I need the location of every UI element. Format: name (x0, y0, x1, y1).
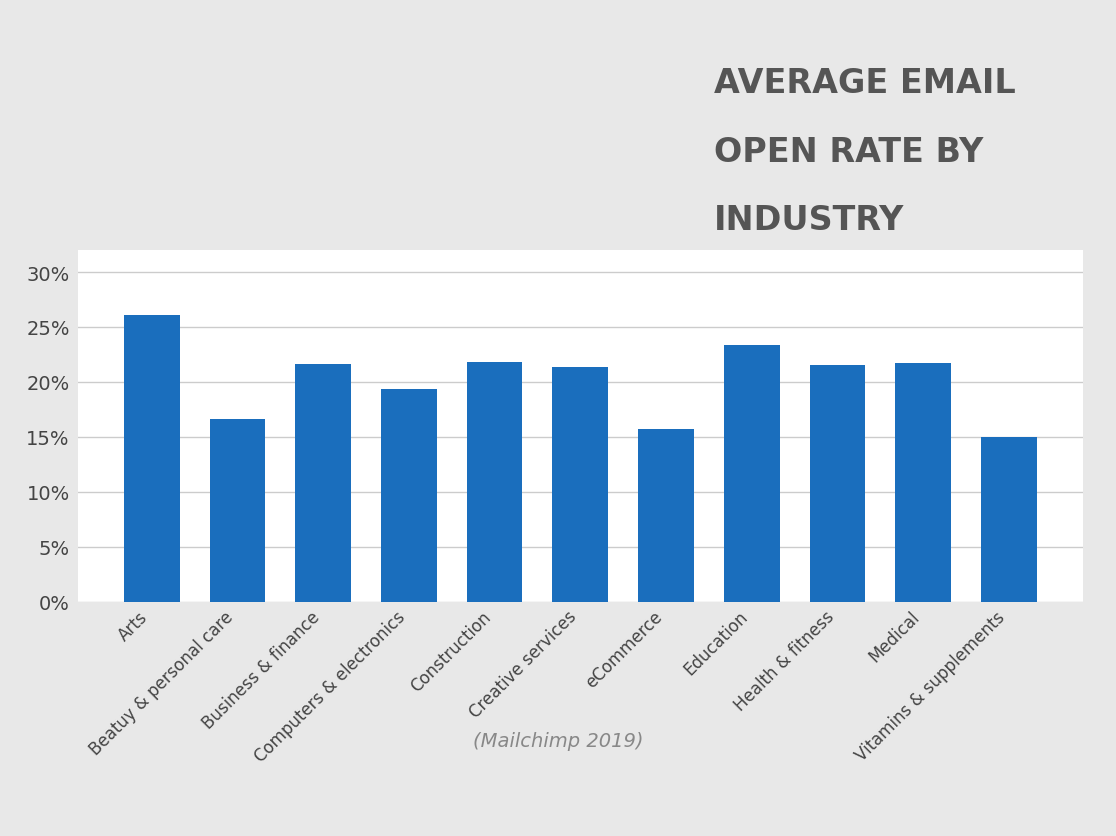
Bar (296, 365, 350, 602)
Bar (895, 364, 951, 602)
Bar (124, 315, 180, 602)
Bar (466, 363, 522, 602)
Bar (210, 420, 266, 602)
Text: INDUSTRY: INDUSTRY (714, 204, 905, 237)
Text: (Mailchimp 2019): (Mailchimp 2019) (473, 732, 643, 751)
Bar (981, 437, 1037, 602)
Bar (638, 430, 694, 602)
Bar (552, 367, 608, 602)
Bar (724, 345, 780, 602)
Bar (381, 389, 436, 602)
Text: AVERAGE EMAIL: AVERAGE EMAIL (714, 67, 1016, 99)
Text: OPEN RATE BY: OPEN RATE BY (714, 135, 983, 168)
Bar (810, 366, 865, 602)
